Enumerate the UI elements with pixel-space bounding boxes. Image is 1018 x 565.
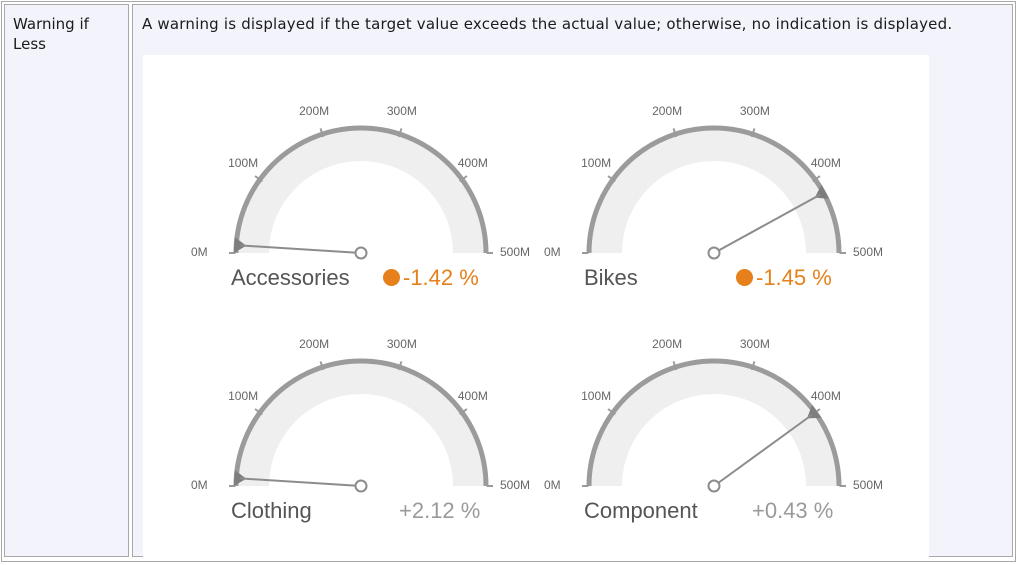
gauge-tick-label: 400M: [810, 388, 841, 403]
gauge-tick-label: 300M: [386, 336, 417, 351]
gauge-needle: [240, 244, 362, 254]
gauge-bikes: 0M 100M 200M 300M 400M 500M Bikes -1.45 %: [536, 85, 906, 315]
gauge-arc: [233, 125, 489, 254]
gauge-delta: +0.43 %: [752, 498, 833, 524]
gauge-band: [238, 130, 484, 253]
gauge-tick-label: 100M: [228, 388, 259, 403]
gauge-tick-label: 200M: [299, 336, 330, 351]
gauge-needle-hub: [354, 479, 368, 493]
gauge-tick-label: 100M: [228, 155, 259, 170]
gauge-needle-hub: [354, 246, 368, 260]
gauge-arc: [586, 358, 842, 487]
gauge-tick-label: 300M: [739, 103, 770, 118]
row-content-cell: A warning is displayed if the target val…: [132, 4, 1013, 560]
gauge-tick: [672, 128, 678, 138]
gauge-tick: [750, 361, 756, 371]
gauge-tick-label: 400M: [810, 155, 841, 170]
gauge-name: Component: [584, 498, 698, 523]
gauge-target-marker: [233, 470, 247, 487]
gauge-tick: [254, 175, 263, 183]
gauge-tick-label: 200M: [652, 103, 683, 118]
gauge-name: Accessories: [231, 265, 350, 290]
gauge-tick: [812, 175, 821, 183]
row-description: A warning is displayed if the target val…: [142, 15, 953, 33]
gauge-needle-hub: [707, 246, 721, 260]
gauge-component: 0M 100M 200M 300M 400M 500M Component +0.43 %: [536, 318, 906, 548]
gauge-tick: [459, 175, 468, 183]
gauge-tick: [397, 128, 403, 138]
gauge-delta-value: +2.12 %: [399, 498, 481, 523]
gauge-name: Clothing: [231, 498, 312, 523]
gauge-svg: [229, 125, 493, 260]
gauge-tick: [397, 361, 403, 371]
gauge-delta-value: -1.45 %: [756, 265, 832, 290]
gauge-tick-label: 500M: [853, 478, 884, 492]
gauge-delta: -1.42 %: [383, 265, 479, 291]
gauges-panel: 0M 100M 200M 300M 400M 500M Accessories -1.42 %…: [143, 55, 929, 560]
gauge-svg: [582, 358, 846, 493]
gauge-band: [591, 130, 837, 253]
gauge-tick: [672, 361, 678, 371]
gauge-tick-label: 400M: [457, 388, 488, 403]
gauge-tick: [607, 408, 616, 416]
gauge-tick-label: 200M: [652, 336, 683, 351]
gauge-tick: [750, 128, 756, 138]
gauge-accessories: 0M 100M 200M 300M 400M 500M Accessories -1.42 %: [183, 85, 553, 315]
warning-indicator-icon: [736, 269, 753, 286]
gauge-tick: [319, 361, 325, 371]
gauge-tick-label: 300M: [739, 336, 770, 351]
gauge-tick-label: 300M: [386, 103, 417, 118]
gauge-delta-value: -1.42 %: [403, 265, 479, 290]
gauge-tick-label: 500M: [853, 245, 884, 259]
gauge-needle: [240, 477, 362, 487]
gauge-tick-label: 400M: [457, 155, 488, 170]
gauge-tick-label: 500M: [500, 245, 531, 259]
gauge-tick-label: 200M: [299, 103, 330, 118]
gauge-tick-label: 0M: [544, 245, 561, 259]
gauge-delta: +2.12 %: [399, 498, 480, 524]
gauge-svg: [229, 358, 493, 493]
gauge-tick-label: 0M: [544, 478, 561, 492]
gauge-tick-label: 0M: [191, 245, 208, 259]
gauge-tick: [254, 408, 263, 416]
row-label: Warning if Less: [13, 15, 89, 53]
gauge-target-marker: [233, 237, 247, 254]
gauge-needle: [713, 414, 813, 487]
gauge-clothing: 0M 100M 200M 300M 400M 500M Clothing +2.12 %: [183, 318, 553, 548]
gauge-name: Bikes: [584, 265, 638, 290]
gauge-band: [591, 363, 837, 486]
gauge-tick-label: 100M: [581, 388, 612, 403]
gauge-tick-label: 500M: [500, 478, 531, 492]
gauge-tick: [607, 175, 616, 183]
gauge-tick-label: 100M: [581, 155, 612, 170]
gauge-svg: [582, 125, 846, 260]
gauge-band: [238, 363, 484, 486]
gauge-tick: [319, 128, 325, 138]
gauge-tick: [459, 408, 468, 416]
gauge-tick-label: 0M: [191, 478, 208, 492]
gauge-arc: [233, 358, 489, 487]
gauge-needle-hub: [707, 479, 721, 493]
gauge-needle: [713, 193, 821, 254]
gauge-delta: -1.45 %: [736, 265, 832, 291]
gauge-delta-value: +0.43 %: [752, 498, 834, 523]
warning-indicator-icon: [383, 269, 400, 286]
row-label-cell: Warning if Less: [4, 4, 129, 557]
